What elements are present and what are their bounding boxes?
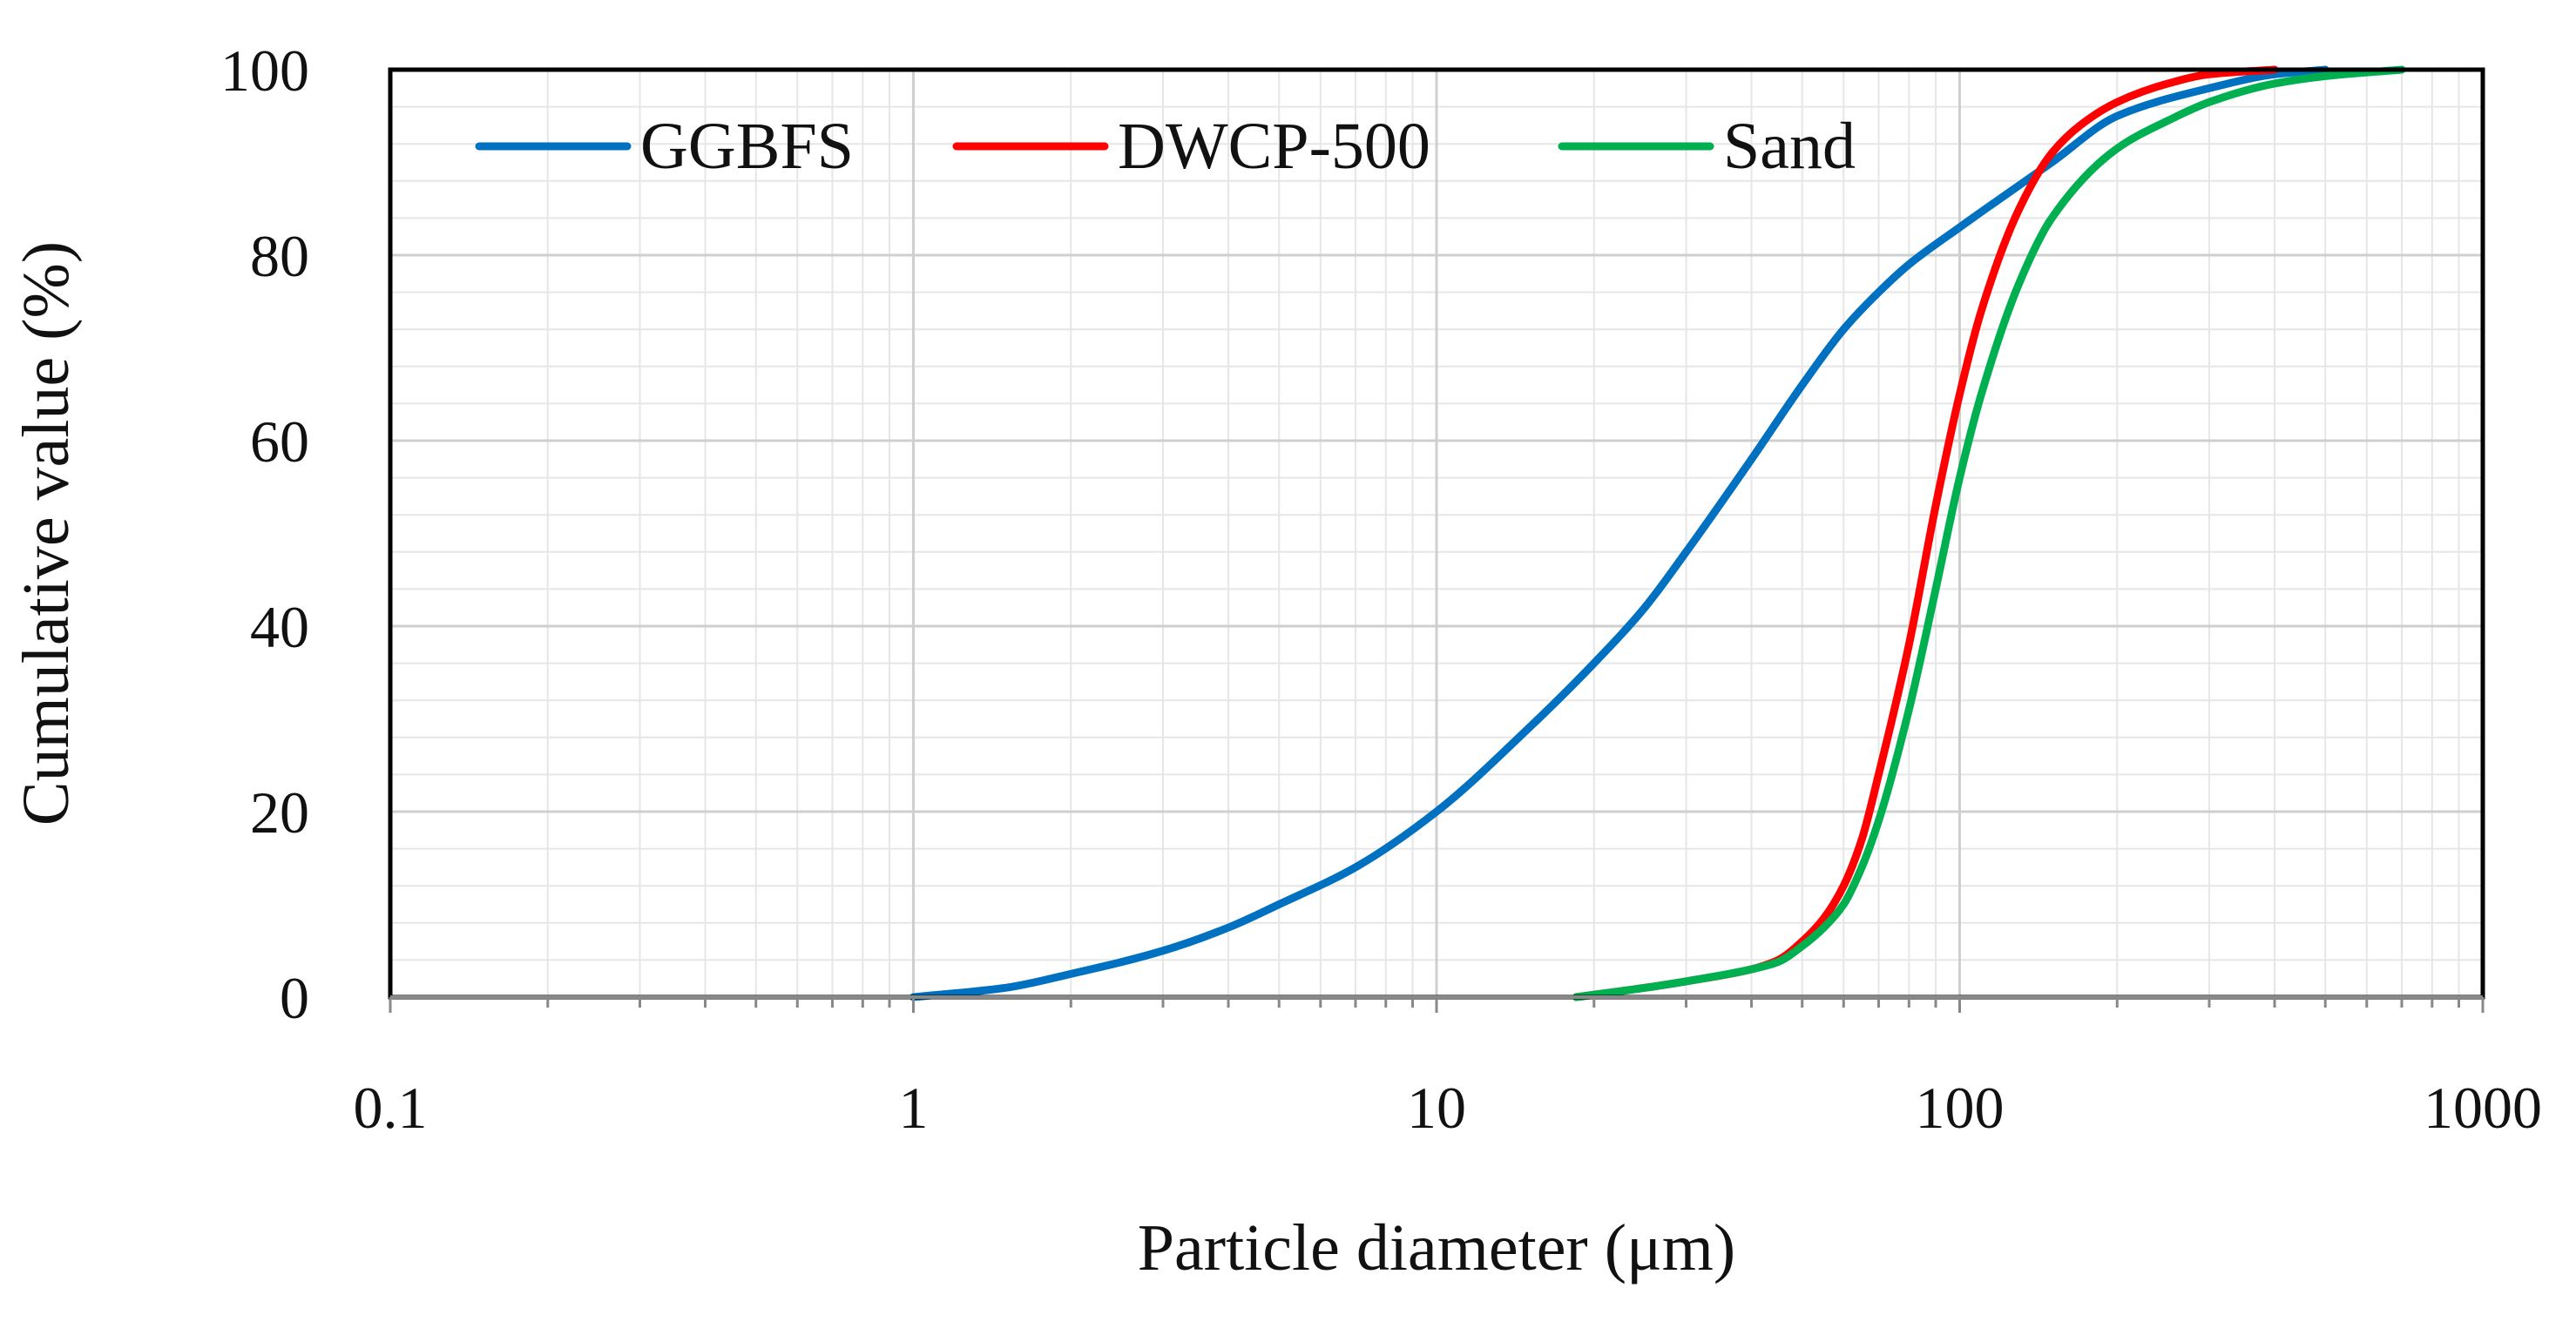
y-tick-label: 60: [250, 408, 309, 475]
y-tick-label: 40: [250, 594, 309, 660]
x-axis-ticks: [389, 997, 2485, 1013]
x-axis-tick-labels: 0.1 1 10 100 1000: [354, 1075, 2543, 1141]
y-tick-label: 80: [250, 223, 309, 289]
y-tick-label: 100: [220, 37, 309, 104]
x-tick-label: 1: [899, 1075, 929, 1141]
legend-label-dwcp-500: DWCP-500: [1118, 110, 1430, 183]
y-tick-label: 0: [280, 965, 309, 1031]
legend-label-ggbfs: GGBFS: [640, 110, 854, 183]
series-line-ggbfs: [909, 65, 2329, 1001]
legend: GGBFS DWCP-500 Sand: [475, 110, 1856, 183]
y-tick-label: 20: [250, 779, 309, 846]
series-lines: [909, 65, 2406, 1001]
legend-label-sand: Sand: [1723, 110, 1856, 183]
y-axis-tick-labels: 0 20 40 60 80 100: [220, 37, 309, 1031]
x-tick-label: 1000: [2424, 1075, 2542, 1141]
x-axis-title: Particle diameter (μm): [1138, 1211, 1735, 1284]
x-tick-label: 10: [1407, 1075, 1466, 1141]
series-line-sand: [1572, 65, 2406, 1001]
y-axis-title: Cumulative value (%): [10, 241, 83, 826]
x-tick-label: 100: [1916, 1075, 2005, 1141]
x-tick-label: 0.1: [354, 1075, 428, 1141]
